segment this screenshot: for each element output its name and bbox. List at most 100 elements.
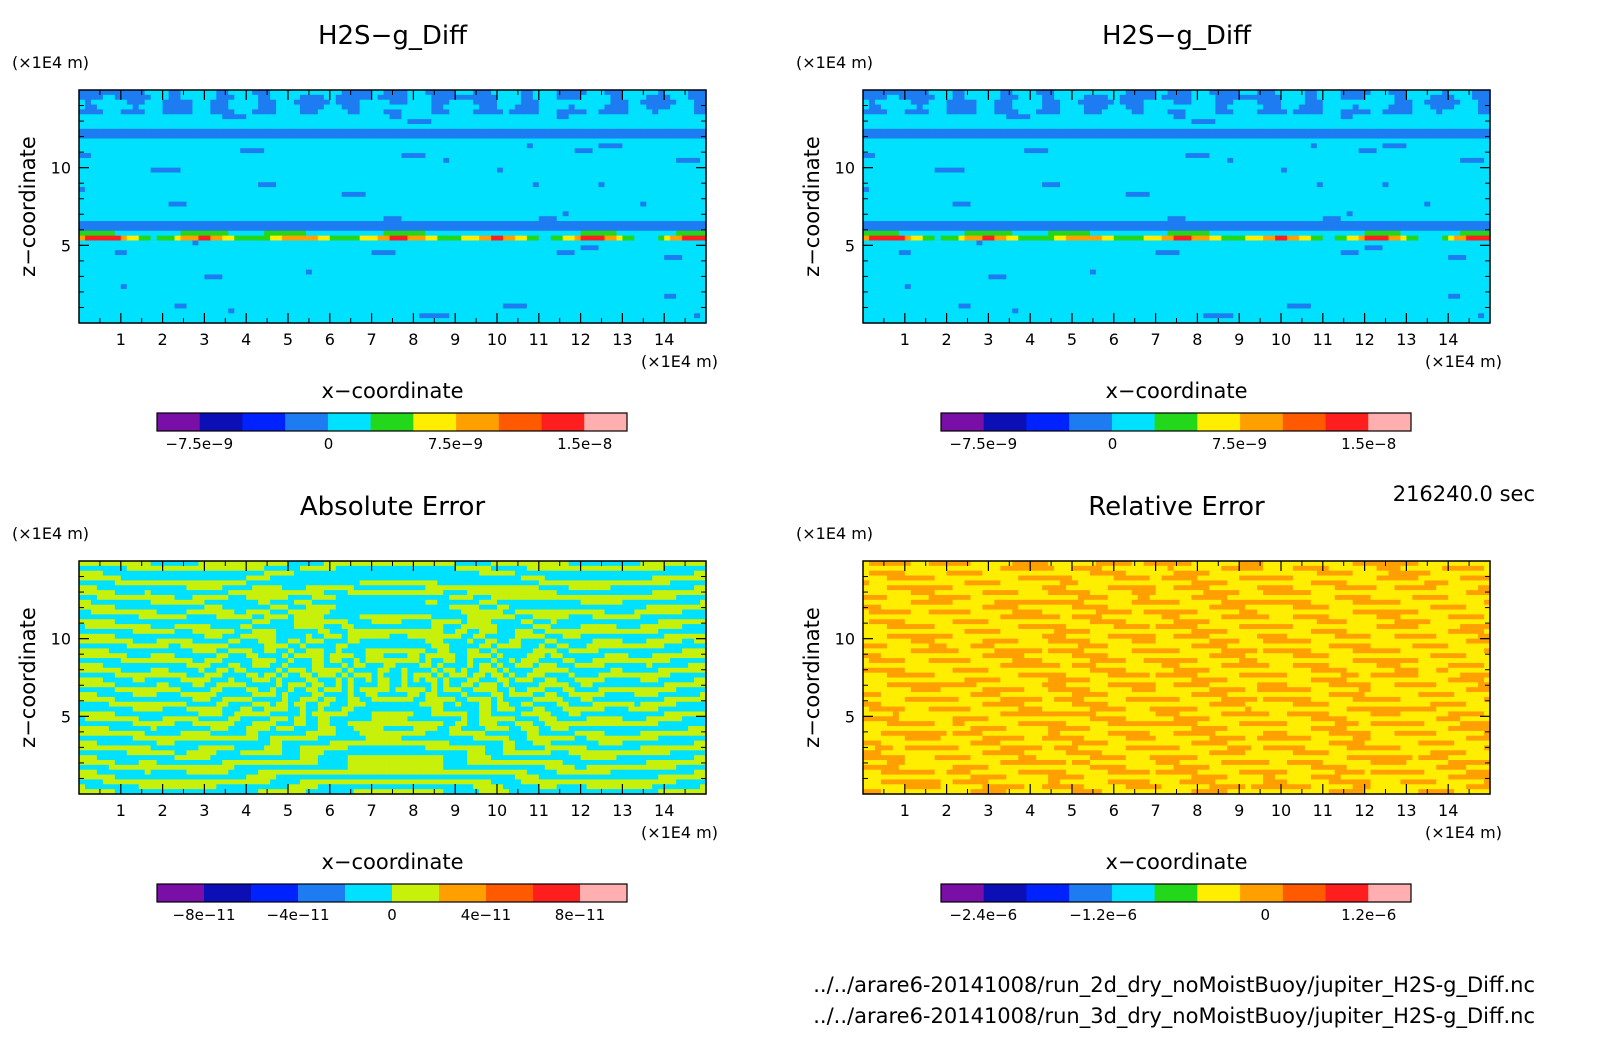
heat-cell [288, 270, 295, 275]
heat-cell [401, 294, 408, 299]
heat-cell [336, 245, 343, 250]
heat-cell [485, 284, 492, 289]
heat-cell [151, 313, 158, 318]
heat-cell [497, 119, 504, 124]
heat-cell [509, 177, 516, 182]
heat-cell [509, 197, 516, 202]
heat-cell [163, 216, 170, 221]
heat-cell [688, 114, 695, 119]
heat-cell [85, 270, 92, 275]
heat-cell [551, 177, 558, 182]
heat-cell [479, 231, 486, 236]
heat-cell [252, 299, 259, 304]
heat-cell [348, 119, 355, 124]
heat-cell [145, 231, 152, 236]
heat-cell [694, 100, 701, 105]
heat-cell [85, 105, 92, 110]
heat-cell [401, 274, 408, 279]
heat-cell [390, 260, 397, 265]
heat-cell [563, 274, 570, 279]
heat-cell [622, 289, 629, 294]
heat-cell [604, 207, 611, 212]
heat-cell [175, 168, 182, 173]
heat-cell [551, 265, 558, 270]
heat-cell [79, 153, 86, 158]
heat-cell [294, 216, 301, 221]
heat-cell [628, 304, 635, 309]
heat-cell [575, 153, 582, 158]
heat-cell [670, 192, 677, 197]
heat-cell [509, 260, 516, 265]
heat-cell [97, 143, 104, 148]
heat-cell [503, 299, 510, 304]
heat-cell [198, 279, 205, 284]
heat-cell [127, 279, 134, 284]
heat-cell [288, 304, 295, 309]
heat-cell [509, 304, 516, 309]
heat-cell [175, 182, 182, 187]
heat-cell [318, 265, 325, 270]
heat-cell [401, 148, 408, 153]
heat-cell [85, 236, 92, 241]
heat-cell [449, 284, 456, 289]
heat-cell [210, 139, 217, 144]
heat-cell [91, 231, 98, 236]
heat-cell [312, 274, 319, 279]
heat-cell [604, 197, 611, 202]
heat-cell [139, 105, 146, 110]
heat-cell [282, 270, 289, 275]
heat-cell [622, 207, 629, 212]
heat-cell [658, 265, 665, 270]
heat-cell [587, 192, 594, 197]
heat-cell [425, 187, 432, 192]
heat-cell [467, 265, 474, 270]
heat-cell [473, 173, 480, 178]
heat-cell [246, 255, 253, 260]
heat-cell [181, 245, 188, 250]
heat-cell [551, 197, 558, 202]
heat-cell [151, 308, 158, 313]
heat-cell [175, 187, 182, 192]
heat-cell [485, 100, 492, 105]
heat-cell [288, 139, 295, 144]
heat-cell [694, 226, 701, 231]
heat-cell [688, 158, 695, 163]
heat-cell [246, 250, 253, 255]
heat-cell [264, 279, 271, 284]
heat-cell [312, 207, 319, 212]
heat-cell [395, 284, 402, 289]
heat-cell [234, 250, 241, 255]
heat-cell [127, 158, 134, 163]
heat-cell [628, 95, 635, 100]
heat-cell [461, 260, 468, 265]
heat-cell [610, 211, 617, 216]
heat-cell [97, 284, 104, 289]
heat-cell [622, 231, 629, 236]
heat-cell [246, 197, 253, 202]
heat-cell [640, 265, 647, 270]
heat-cell [109, 226, 116, 231]
heat-cell [610, 90, 617, 95]
heat-cell [85, 279, 92, 284]
heat-cell [593, 313, 600, 318]
heat-cell [282, 207, 289, 212]
heat-cell [694, 143, 701, 148]
heat-cell [294, 245, 301, 250]
heat-cell [664, 105, 671, 110]
heat-cell [622, 284, 629, 289]
heat-cell [682, 134, 689, 139]
heat-cell [545, 134, 552, 139]
heat-cell [563, 231, 570, 236]
heat-cell [312, 226, 319, 231]
heat-cell [204, 177, 211, 182]
heat-cell [366, 211, 373, 216]
heat-cell [395, 308, 402, 313]
heat-cell [479, 153, 486, 158]
heat-cell [455, 255, 462, 260]
heat-cell [79, 313, 86, 318]
heat-cell [467, 304, 474, 309]
heat-cell [127, 240, 134, 245]
heat-cell [264, 289, 271, 294]
heat-cell [563, 245, 570, 250]
